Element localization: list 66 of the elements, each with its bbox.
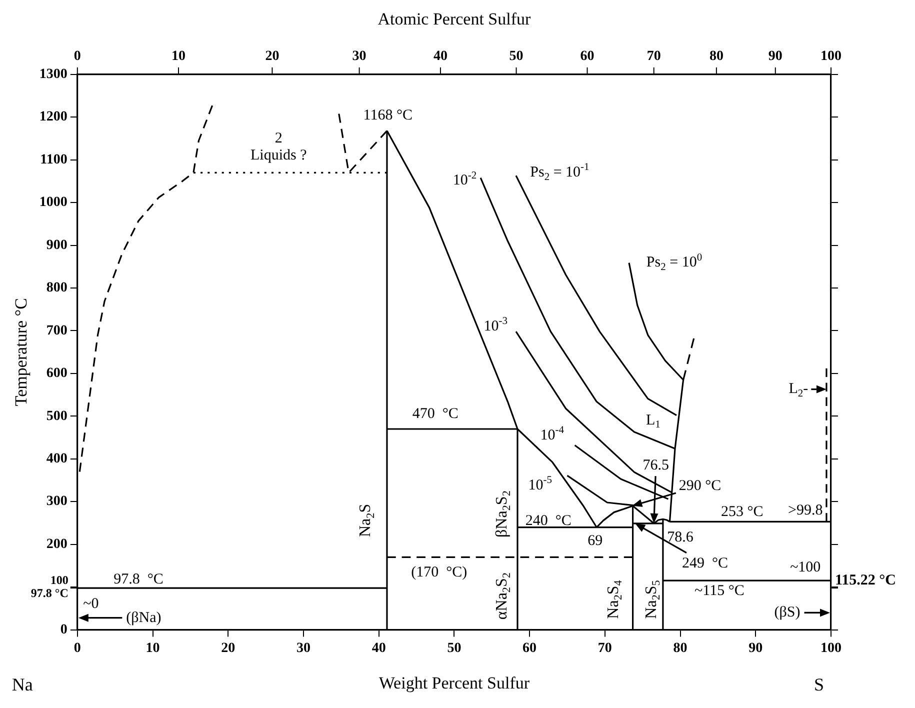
- x-axis-title: Weight Percent Sulfur: [378, 673, 530, 692]
- x-tick-label: 60: [522, 640, 537, 656]
- y-tick-label: 300: [46, 494, 68, 510]
- annotation: 249 °C: [682, 555, 728, 572]
- y-tick-label: 500: [46, 408, 68, 424]
- y-tick-label: 100: [50, 573, 68, 588]
- annotation: 78.6: [667, 529, 694, 546]
- text: 10: [172, 49, 186, 64]
- y-axis-title: Temperature °C: [12, 298, 31, 406]
- annotation: 2 Liquids ?: [250, 130, 308, 164]
- text: 40: [433, 49, 448, 64]
- x-tick-label: 80: [673, 640, 688, 656]
- text: 90: [768, 49, 782, 64]
- x-tick-label: 90: [748, 640, 763, 656]
- x-tick-label: 70: [598, 640, 612, 656]
- annotation: 240 °C: [525, 512, 572, 529]
- annotation: Na2S5: [642, 580, 662, 619]
- y-tick-label: 1100: [40, 152, 68, 168]
- annotation: ~0: [83, 596, 99, 612]
- x-tick-label: 30: [296, 640, 310, 656]
- annotation: (βS): [774, 604, 800, 621]
- y-tick-label: 600: [46, 366, 68, 382]
- annotation: >99.8: [788, 502, 823, 519]
- x-tick-label: 10: [146, 640, 160, 656]
- text: 60: [580, 49, 594, 64]
- y-tick-label: 400: [46, 452, 68, 467]
- text: 50: [509, 49, 524, 64]
- y-tick-label: 700: [46, 323, 68, 338]
- x-tick-label: 100: [820, 640, 842, 656]
- annotation: (βNa): [126, 610, 162, 626]
- x-tick-label: 40: [372, 640, 386, 656]
- x-tick-label: 0: [74, 640, 81, 656]
- text: 80: [709, 49, 724, 64]
- annotation: 97.8 °C: [114, 571, 164, 588]
- annotation: 253 °C: [720, 504, 764, 520]
- y-tick-label: 900: [46, 238, 68, 253]
- text: Na: [12, 674, 33, 695]
- annotation: 69: [588, 532, 603, 549]
- text: 30: [352, 49, 366, 64]
- annotation: (170 °C): [411, 564, 468, 580]
- y-tick-label: 1300: [39, 67, 68, 82]
- annotation: 1168 °C: [363, 107, 412, 124]
- y-tick-label: 800: [46, 280, 68, 296]
- text: S: [814, 674, 824, 695]
- x-tick-label: 20: [221, 640, 236, 656]
- text: 115.22 °C: [835, 572, 896, 588]
- annotation: 470 °C: [412, 406, 458, 422]
- annotation: 290 °C: [678, 478, 722, 494]
- annotation: Na2S4: [605, 580, 625, 619]
- annotation: 76.5: [642, 457, 670, 474]
- y-tick-label: 97.8 °C: [30, 586, 68, 600]
- y-tick-label: 200: [46, 536, 68, 552]
- y-tick-label: 1000: [39, 195, 68, 210]
- text: 100: [820, 49, 842, 64]
- annotation: αNa2S2: [494, 572, 514, 620]
- y-tick-label: 1200: [39, 110, 68, 125]
- annotation: βNa2S2: [494, 490, 514, 538]
- x-tick-label: 50: [447, 640, 462, 656]
- annotation: ~115 °C: [694, 582, 744, 599]
- text: 0: [74, 49, 81, 64]
- annotation: Na2S: [357, 504, 377, 538]
- annotation: ~100: [790, 559, 821, 576]
- y-tick-label: 0: [60, 622, 68, 638]
- x2-axis-title: Atomic Percent Sulfur: [378, 10, 532, 29]
- text: 20: [265, 49, 280, 64]
- text: 70: [646, 49, 661, 64]
